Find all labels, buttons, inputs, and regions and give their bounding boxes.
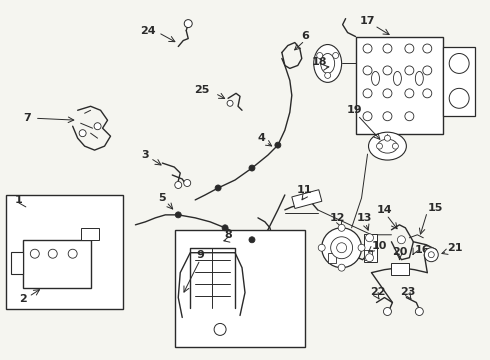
Circle shape (333, 53, 339, 58)
Circle shape (416, 307, 423, 315)
Circle shape (392, 143, 398, 149)
Circle shape (405, 112, 414, 121)
Circle shape (184, 180, 191, 186)
Bar (364, 250, 371, 260)
Bar (292, 190, 322, 208)
Circle shape (383, 66, 392, 75)
Circle shape (175, 212, 181, 218)
Circle shape (383, 112, 392, 121)
Bar (6, 195, 123, 310)
Ellipse shape (377, 139, 397, 153)
Circle shape (325, 72, 331, 78)
Text: 22: 22 (370, 287, 385, 297)
Circle shape (449, 54, 469, 73)
Circle shape (363, 89, 372, 98)
Text: 4: 4 (258, 133, 266, 143)
Text: 1: 1 (15, 195, 23, 205)
Bar (175, 230, 305, 347)
Circle shape (48, 249, 57, 258)
Circle shape (317, 53, 323, 58)
Circle shape (363, 44, 372, 53)
Ellipse shape (371, 71, 379, 85)
Ellipse shape (314, 45, 342, 82)
Circle shape (184, 20, 192, 28)
Ellipse shape (368, 132, 406, 160)
Text: 20: 20 (392, 247, 407, 257)
Circle shape (175, 181, 182, 189)
Ellipse shape (321, 54, 335, 73)
Circle shape (318, 244, 325, 251)
Circle shape (249, 165, 255, 171)
Circle shape (227, 100, 233, 106)
Circle shape (363, 112, 372, 121)
Circle shape (423, 66, 432, 75)
Text: 14: 14 (377, 205, 392, 215)
Circle shape (94, 123, 101, 130)
Text: 18: 18 (312, 58, 327, 67)
Circle shape (405, 66, 414, 75)
Text: 3: 3 (142, 150, 149, 160)
Text: 6: 6 (301, 31, 309, 41)
Text: 13: 13 (357, 213, 372, 223)
Bar (328, 253, 336, 263)
Circle shape (385, 135, 391, 141)
Text: 25: 25 (195, 85, 210, 95)
Circle shape (275, 142, 281, 148)
Text: 17: 17 (360, 15, 375, 26)
Bar (364, 234, 377, 262)
Circle shape (358, 244, 365, 251)
Circle shape (363, 66, 372, 75)
Bar (23, 240, 91, 288)
Circle shape (383, 89, 392, 98)
Circle shape (214, 323, 226, 336)
Text: 24: 24 (141, 26, 156, 36)
Circle shape (338, 224, 345, 231)
Bar (392, 263, 409, 275)
Circle shape (322, 228, 362, 268)
Text: 11: 11 (297, 185, 313, 195)
Circle shape (423, 89, 432, 98)
Bar (443, 46, 475, 116)
Circle shape (405, 89, 414, 98)
Ellipse shape (416, 71, 423, 85)
Circle shape (405, 44, 414, 53)
Circle shape (397, 236, 405, 244)
Circle shape (338, 264, 345, 271)
Text: 8: 8 (224, 230, 232, 240)
Circle shape (68, 249, 77, 258)
Bar (11, 252, 23, 274)
Text: 10: 10 (371, 241, 387, 251)
Text: 12: 12 (330, 213, 345, 223)
Text: 5: 5 (158, 193, 166, 203)
Circle shape (222, 225, 228, 231)
Circle shape (79, 130, 86, 137)
Circle shape (366, 254, 373, 262)
Bar (81, 228, 98, 240)
Circle shape (384, 307, 392, 315)
Text: 9: 9 (196, 250, 204, 260)
Text: 21: 21 (447, 243, 463, 253)
Bar (356, 37, 443, 134)
Circle shape (366, 234, 373, 242)
Text: 19: 19 (347, 105, 363, 115)
Text: 15: 15 (427, 203, 442, 213)
Ellipse shape (393, 71, 401, 85)
Circle shape (376, 143, 383, 149)
Circle shape (337, 243, 346, 253)
Text: 16: 16 (415, 245, 430, 255)
Circle shape (383, 44, 392, 53)
Circle shape (215, 185, 221, 191)
Circle shape (249, 237, 255, 243)
Circle shape (331, 237, 353, 259)
Circle shape (428, 252, 434, 258)
Circle shape (423, 44, 432, 53)
Text: 2: 2 (19, 293, 27, 303)
Circle shape (449, 88, 469, 108)
Text: 23: 23 (400, 287, 415, 297)
Circle shape (30, 249, 39, 258)
Circle shape (424, 248, 438, 262)
Text: 7: 7 (23, 113, 31, 123)
